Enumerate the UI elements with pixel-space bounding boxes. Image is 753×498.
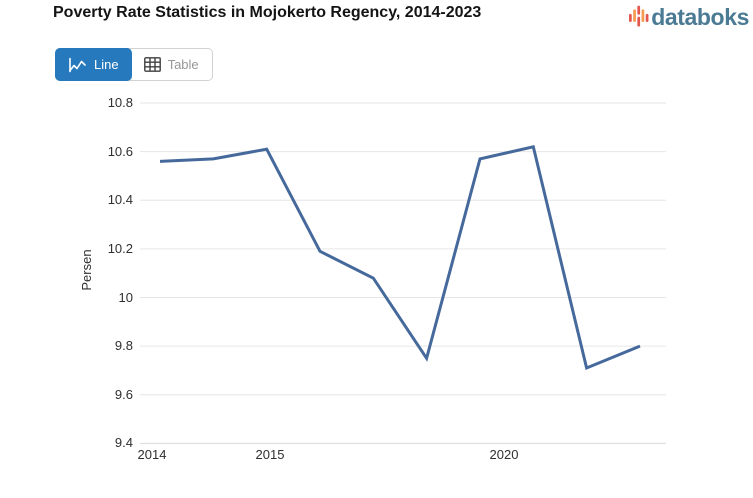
table-view-label: Table: [167, 57, 199, 72]
table-view-button[interactable]: Table: [131, 49, 212, 80]
y-tick-label: 10.6: [107, 143, 133, 159]
x-tick-label: 2014: [137, 447, 167, 462]
chart-title: Poverty Rate Statistics in Mojokerto Reg…: [53, 4, 482, 21]
databoks-logo[interactable]: databoks: [629, 4, 749, 31]
poverty-rate-line-series: [159, 145, 641, 371]
line-chart-icon: [69, 57, 86, 72]
y-tick-label: 9.8: [114, 338, 133, 354]
table-icon: [143, 57, 161, 72]
y-axis-title: Persen: [79, 249, 94, 291]
line-view-label: Line: [94, 57, 119, 72]
y-tick-label: 9.6: [114, 386, 133, 402]
view-toggle-group: Line Table: [55, 48, 213, 81]
y-tick-label: 10.4: [107, 192, 133, 208]
databoks-logo-icon: [629, 5, 649, 27]
y-tick-label: 10.2: [107, 240, 133, 256]
databoks-logo-text: databoks: [651, 4, 749, 30]
x-tick-label: 2015: [255, 447, 285, 462]
line-view-button[interactable]: Line: [55, 48, 132, 81]
x-tick-label: 2020: [489, 447, 519, 462]
y-tick-label: 10.8: [107, 95, 133, 110]
y-tick-label: 10: [118, 289, 133, 305]
y-tick-label: 9.4: [114, 435, 133, 451]
